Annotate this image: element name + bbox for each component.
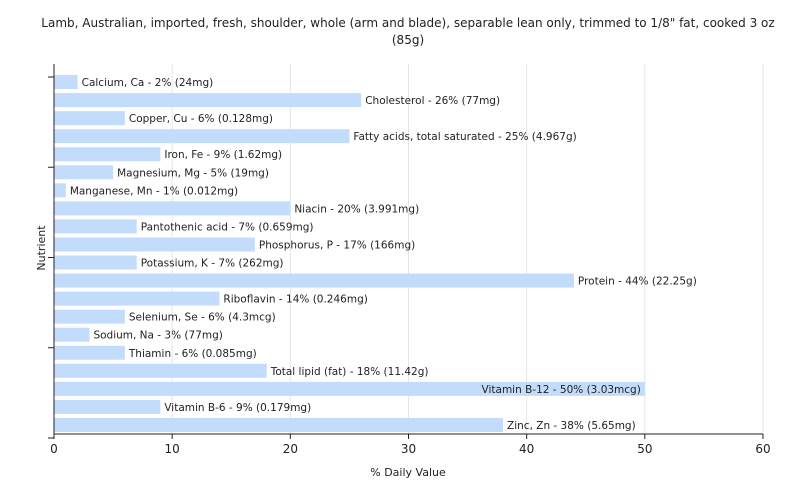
bar-3 — [54, 111, 125, 126]
bar-7 — [54, 183, 66, 198]
bar-19 — [54, 399, 161, 414]
bar-4 — [54, 129, 350, 144]
bar-label-14: Selenium, Se - 6% (4.3mcg) — [129, 312, 276, 324]
x-tick-label: 60 — [755, 442, 770, 456]
bar-11 — [54, 255, 137, 270]
bar-label-20: Zinc, Zn - 38% (5.65mg) — [507, 420, 636, 432]
bar-label-11: Potassium, K - 7% (262mg) — [141, 258, 284, 270]
bar-20 — [54, 417, 504, 432]
bar-14 — [54, 309, 125, 324]
bar-1 — [54, 75, 78, 90]
x-tick-label: 0 — [50, 442, 58, 456]
y-axis-title: Nutrient — [35, 225, 48, 271]
bar-label-1: Calcium, Ca - 2% (24mg) — [82, 77, 214, 89]
bar-label-9: Pantothenic acid - 7% (0.659mg) — [141, 221, 314, 233]
bar-18 — [54, 381, 645, 396]
bar-label-10: Phosphorus, P - 17% (166mg) — [259, 239, 415, 251]
x-tick-label: 20 — [283, 442, 298, 456]
bar-label-4: Fatty acids, total saturated - 25% (4.96… — [353, 131, 576, 143]
bar-label-12: Protein - 44% (22.25g) — [578, 276, 697, 288]
bar-8 — [54, 201, 291, 216]
bar-13 — [54, 291, 220, 306]
bar-label-15: Sodium, Na - 3% (77mg) — [93, 330, 222, 342]
bar-15 — [54, 327, 90, 342]
bar-label-13: Riboflavin - 14% (0.246mg) — [223, 294, 367, 306]
x-tick-label: 50 — [637, 442, 652, 456]
bar-16 — [54, 345, 125, 360]
bar-10 — [54, 237, 255, 252]
bars: Calcium, Ca - 2% (24mg) Cholesterol - 26%… — [54, 75, 697, 432]
bar-label-19: Vitamin B-6 - 9% (0.179mg) — [164, 402, 311, 414]
bar-label-7: Manganese, Mn - 1% (0.012mg) — [70, 185, 238, 197]
bar-6 — [54, 165, 114, 180]
bar-label-8: Niacin - 20% (3.991mg) — [294, 203, 419, 215]
x-tick-label: 10 — [165, 442, 180, 456]
bar-12 — [54, 273, 574, 288]
bar-label-5: Iron, Fe - 9% (1.62mg) — [164, 149, 282, 161]
bar-label-3: Copper, Cu - 6% (0.128mg) — [129, 113, 273, 125]
x-tick-label: 40 — [519, 442, 534, 456]
bar-label-2: Cholesterol - 26% (77mg) — [365, 95, 500, 107]
axes: 0 10 20 30 40 50 60 — [48, 64, 771, 456]
chart-title: Lamb, Australian, imported, fresh, shoul… — [41, 16, 775, 47]
bar-2 — [54, 93, 362, 108]
bar-label-18: Vitamin B-12 - 50% (3.03mcg) — [482, 384, 641, 396]
bar-17 — [54, 363, 267, 378]
bar-label-6: Magnesium, Mg - 5% (19mg) — [117, 167, 269, 179]
x-tick-label: 30 — [401, 442, 416, 456]
bar-label-16: Thiamin - 6% (0.085mg) — [128, 348, 257, 360]
bar-9 — [54, 219, 137, 234]
bar-label-17: Total lipid (fat) - 18% (11.42g) — [270, 366, 429, 378]
x-axis-title: % Daily Value — [370, 466, 446, 479]
bar-5 — [54, 147, 161, 162]
